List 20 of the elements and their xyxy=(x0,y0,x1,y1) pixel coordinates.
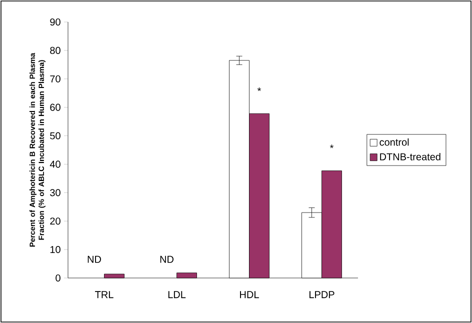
y-tick-label: 70 xyxy=(50,75,60,82)
legend-label: control xyxy=(380,138,409,146)
y-tick-label: 40 xyxy=(50,160,60,168)
x-tick-label: HDL xyxy=(240,291,259,298)
annotation: * xyxy=(257,88,262,92)
y-tick-label: 0 xyxy=(56,274,60,282)
y-tick-label: 80 xyxy=(50,46,60,54)
y-tick-label: 50 xyxy=(50,132,60,140)
y-tick-label: 90 xyxy=(50,18,60,26)
x-tick-label: LPDP xyxy=(310,291,334,298)
y-tick-label: 60 xyxy=(50,104,60,111)
y-tick-label: 10 xyxy=(50,246,60,254)
annotation: ND xyxy=(88,256,101,263)
legend-label: DTNB-treated xyxy=(380,152,440,160)
y-tick-label: 20 xyxy=(50,218,60,225)
y-tick-label: 30 xyxy=(50,189,60,196)
annotation: * xyxy=(330,144,334,148)
annotation: ND xyxy=(160,256,174,263)
x-tick-label: LDL xyxy=(168,291,186,298)
x-tick-label: TRL xyxy=(95,291,114,298)
